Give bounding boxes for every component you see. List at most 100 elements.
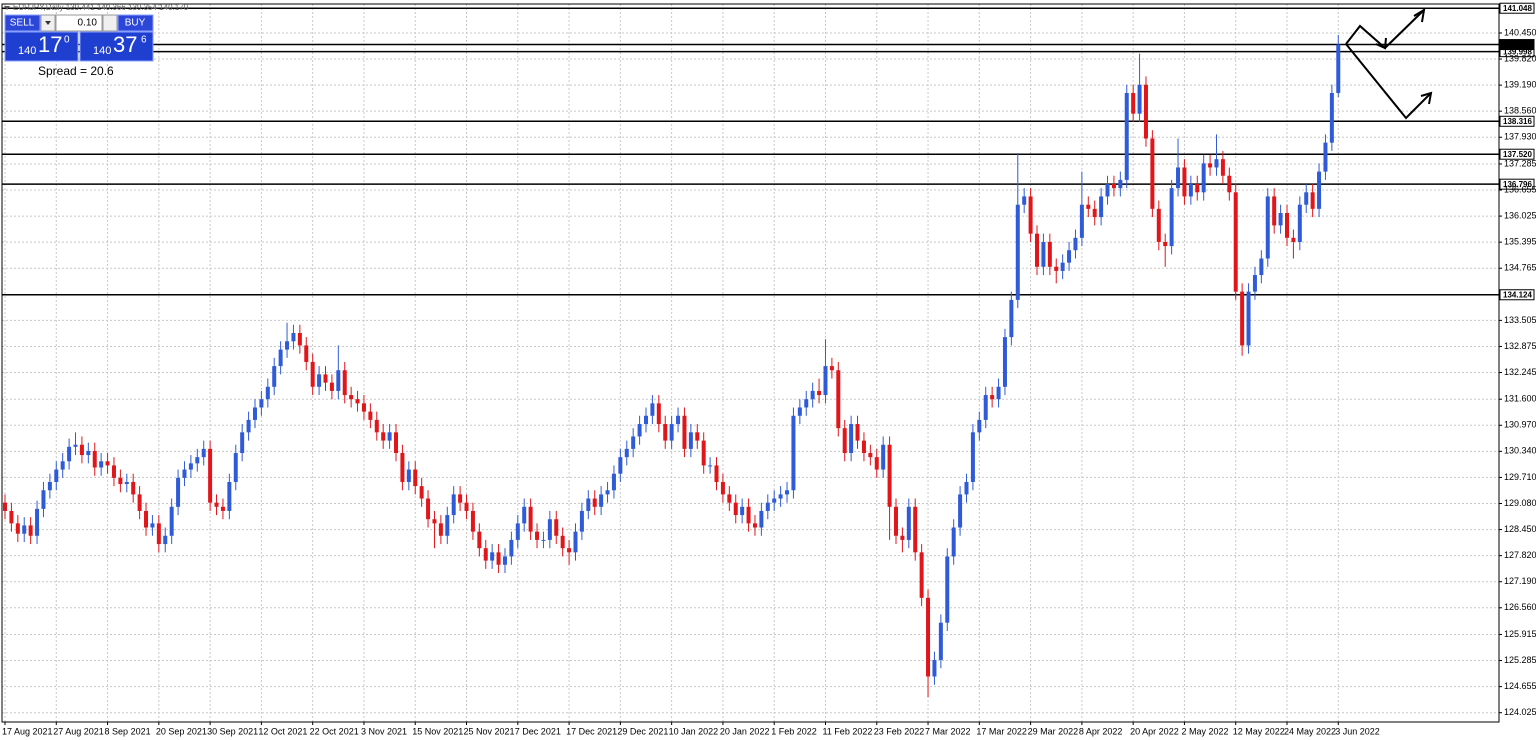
chart-title: EURJPY,Daily 139.441 140.366 139.354 140… [13, 3, 189, 12]
candle-body [554, 519, 559, 536]
candle-body [451, 494, 456, 516]
y-tick-label: 140.450 [1504, 27, 1536, 37]
candle-body [669, 424, 674, 441]
candle-body [990, 395, 995, 400]
candle-body [176, 477, 181, 507]
candle-body [855, 424, 860, 441]
candle-body [188, 463, 193, 470]
x-tick-label: 22 Oct 2021 [310, 726, 359, 736]
ask-box[interactable] [79, 31, 154, 62]
candle-body [368, 411, 373, 420]
arrow-head [1420, 91, 1433, 105]
x-tick-label: 3 Nov 2021 [361, 726, 407, 736]
candle-body [740, 506, 745, 516]
x-tick-label: 27 Aug 2021 [53, 726, 104, 736]
candle-body [708, 465, 713, 467]
candle-body [1009, 299, 1014, 338]
y-tick-label: 135.395 [1504, 237, 1536, 247]
x-tick-label: 20 Jan 2022 [720, 726, 770, 736]
y-tick-label: 137.930 [1504, 132, 1536, 142]
candle-body [1169, 188, 1174, 247]
y-tick-label: 125.285 [1504, 655, 1536, 665]
candle-body [381, 432, 386, 441]
candle-body [1047, 241, 1052, 267]
candle-body [599, 494, 604, 507]
candle-body [1131, 92, 1136, 114]
x-tick-label: 3 Jun 2022 [1335, 726, 1380, 736]
level-label-box [1499, 2, 1535, 14]
lot-input[interactable] [55, 14, 103, 32]
candle-body [1002, 337, 1007, 387]
candle-body [67, 446, 72, 462]
bid-box[interactable] [4, 31, 79, 62]
candle-body [47, 481, 52, 491]
candle-body [1163, 241, 1168, 247]
candle-body [733, 502, 738, 516]
sell-button[interactable] [4, 14, 41, 32]
x-tick-label: 20 Apr 2022 [1130, 726, 1179, 736]
candle-body [970, 432, 975, 482]
buy-button[interactable] [117, 14, 154, 32]
candle-body [73, 444, 78, 447]
candle-body [1240, 291, 1245, 346]
candle-body [502, 556, 507, 565]
y-tick-label: 139.820 [1504, 53, 1536, 63]
level-label: 137.520 [1503, 150, 1532, 159]
candle-body [977, 419, 982, 433]
candle-body [458, 494, 463, 503]
plot-frame [1, 3, 1500, 723]
y-tick-label: 132.245 [1504, 367, 1536, 377]
dropdown-icon [45, 21, 51, 25]
candle-body [1060, 262, 1065, 271]
candle-body [201, 448, 206, 458]
y-tick-label: 124.025 [1504, 707, 1536, 717]
lot-stepper[interactable] [102, 14, 118, 32]
spread: Spread = 20.6 [38, 64, 114, 78]
level-label: 134.124 [1503, 290, 1532, 299]
candle-body [445, 515, 450, 536]
candle-body [618, 457, 623, 474]
candle-body [124, 481, 129, 485]
candle-body [1124, 92, 1129, 180]
candle-body [490, 552, 495, 561]
candle-body [1201, 163, 1206, 193]
candle-body [304, 345, 309, 362]
candle-body [522, 506, 527, 524]
y-tick-label: 126.560 [1504, 602, 1536, 612]
candle-body [644, 415, 648, 425]
candle-body [1035, 233, 1040, 267]
candle-body [1041, 241, 1046, 267]
level-label-box [1499, 178, 1535, 190]
candle-body [1227, 175, 1232, 193]
candle-body [663, 424, 668, 441]
level-label: 139.998 [1503, 47, 1532, 56]
y-tick-label: 129.710 [1504, 472, 1536, 482]
level-label-box [1499, 39, 1535, 51]
candle-body [259, 399, 264, 408]
candle-body [695, 432, 700, 441]
candle-body [1214, 159, 1219, 168]
y-tick-label: 136.025 [1504, 210, 1536, 220]
x-tick-label: 30 Sep 2021 [207, 726, 258, 736]
buy-label: BUY [125, 18, 146, 29]
candle-body [579, 510, 584, 532]
candle-body [983, 395, 988, 420]
candle-body [336, 370, 341, 391]
y-tick-label: 127.190 [1504, 576, 1536, 586]
candle-body [746, 506, 751, 524]
candle-body [893, 506, 898, 536]
candle-body [573, 531, 578, 553]
candle-body [1067, 250, 1072, 263]
candle-body [1156, 208, 1161, 242]
candle-body [118, 477, 123, 485]
candle-body [432, 519, 437, 524]
candle-body [656, 403, 661, 425]
y-tick-label: 133.505 [1504, 315, 1536, 325]
x-tick-label: 17 Aug 2021 [2, 726, 53, 736]
candle-body [874, 457, 879, 470]
bid-big: 140 [18, 45, 36, 57]
bid-main: 17 [38, 32, 62, 57]
x-tick-label: 12 Oct 2021 [258, 726, 307, 736]
x-tick-label: 10 Jan 2022 [669, 726, 719, 736]
candle-body [323, 374, 328, 383]
